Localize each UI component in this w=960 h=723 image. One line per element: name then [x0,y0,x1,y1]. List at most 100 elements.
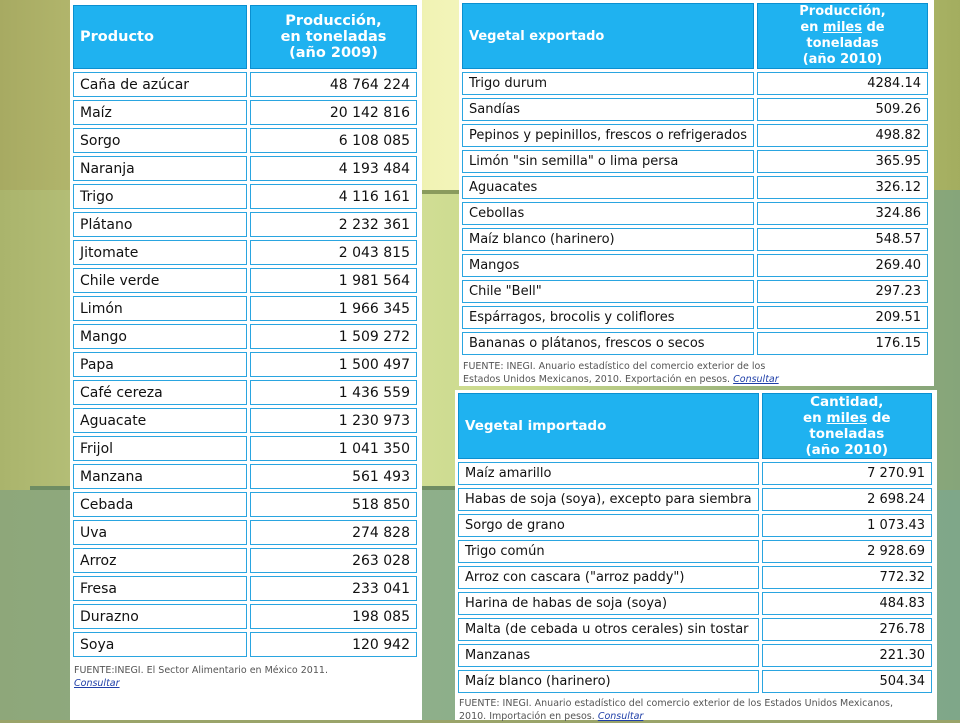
source-text: FUENTE:INEGI. El Sector Alimentario en M… [74,665,328,676]
table-row: Caña de azúcar 48 764 224 [73,72,417,97]
column-header-production: Producción, en toneladas (año 2009) [250,5,417,69]
cell-product-name: Malta (de cebada u otros cerales) sin to… [458,618,759,641]
cell-product-name: Mango [73,324,247,349]
table-row: Mangos 269.40 [462,254,928,277]
cell-value: 209.51 [756,306,928,329]
cell-product-name: Aguacates [462,176,754,199]
cell-value: 2 928.69 [761,540,932,563]
import-table: Vegetal importado Cantidad, en miles de … [455,390,935,696]
source-note: FUENTE:INEGI. El Sector Alimentario en M… [70,664,422,690]
cell-product-name: Plátano [73,212,247,237]
cell-product-name: Manzana [73,464,247,489]
cell-value: 484.83 [761,592,932,615]
consultar-link[interactable]: Consultar [733,374,779,385]
source-note: FUENTE: INEGI. Anuario estadístico del c… [459,360,934,386]
cell-value: 4 193 484 [250,156,417,181]
source-text: 2010. Importación en pesos. [459,711,595,722]
cell-product-name: Arroz [73,548,247,573]
cell-value: 20 142 816 [250,100,417,125]
table-row: Chile verde 1 981 564 [73,268,417,293]
table-header-row: Vegetal importado Cantidad, en miles de … [458,393,932,459]
header-line: (año 2010) [805,442,889,458]
table-row: Malta (de cebada u otros cerales) sin to… [458,618,932,641]
cell-value: 509.26 [756,98,928,121]
cell-product-name: Trigo común [458,540,759,563]
table-row: Fresa 233 041 [73,576,417,601]
table-row: Cebollas 324.86 [462,202,928,225]
cell-value: 297.23 [756,280,928,303]
cell-value: 2 232 361 [250,212,417,237]
cell-value: 263 028 [250,548,417,573]
cell-value: 1 981 564 [250,268,417,293]
cell-product-name: Sandías [462,98,754,121]
cell-value: 274 828 [250,520,417,545]
production-table-panel: Producto Producción, en toneladas (año 2… [70,0,422,720]
cell-value: 4 116 161 [250,184,417,209]
table-row: Aguacates 326.12 [462,176,928,199]
header-line: en [800,20,823,35]
cell-product-name: Mangos [462,254,754,277]
table-row: Maíz 20 142 816 [73,100,417,125]
cell-product-name: Cebollas [462,202,754,225]
cell-value: 120 942 [250,632,417,657]
cell-value: 198 085 [250,604,417,629]
cell-value: 1 041 350 [250,436,417,461]
column-header-product: Vegetal exportado [462,3,754,69]
source-text: FUENTE: INEGI. Anuario estadístico del c… [463,361,766,372]
cell-value: 1 436 559 [250,380,417,405]
cell-value: 365.95 [756,150,928,173]
source-text: Estados Unidos Mexicanos, 2010. Exportac… [463,374,731,385]
table-row: Sorgo de grano 1 073.43 [458,514,932,537]
cell-value: 1 500 497 [250,352,417,377]
cell-value: 6 108 085 [250,128,417,153]
cell-product-name: Aguacate [73,408,247,433]
cell-value: 269.40 [756,254,928,277]
cell-value: 233 041 [250,576,417,601]
cell-value: 504.34 [761,670,932,693]
cell-value: 48 764 224 [250,72,417,97]
table-row: Naranja 4 193 484 [73,156,417,181]
cell-product-name: Caña de azúcar [73,72,247,97]
cell-product-name: Limón "sin semilla" o lima persa [462,150,754,173]
cell-value: 2 043 815 [250,240,417,265]
cell-value: 1 073.43 [761,514,932,537]
cell-value: 1 230 973 [250,408,417,433]
header-underlined-word: miles [826,410,868,426]
table-row: Pepinos y pepinillos, frescos o refriger… [462,124,928,147]
cell-product-name: Espárragos, brocolis y coliflores [462,306,754,329]
cell-product-name: Durazno [73,604,247,629]
source-note: FUENTE: INEGI. Anuario estadístico del c… [455,697,937,723]
cell-product-name: Maíz blanco (harinero) [458,670,759,693]
background-divider [420,190,460,194]
table-row: Frijol 1 041 350 [73,436,417,461]
cell-product-name: Maíz [73,100,247,125]
table-row: Papa 1 500 497 [73,352,417,377]
cell-value: 7 270.91 [761,462,932,485]
header-line: Producción, [285,13,382,29]
table-header-row: Producto Producción, en toneladas (año 2… [73,5,417,69]
header-line: Cantidad, [810,394,884,410]
table-row: Arroz 263 028 [73,548,417,573]
table-row: Jitomate 2 043 815 [73,240,417,265]
consultar-link[interactable]: Consultar [597,711,644,722]
table-row: Durazno 198 085 [73,604,417,629]
table-row: Bananas o plátanos, frescos o secos 176.1… [462,332,928,355]
import-table-panel: Vegetal importado Cantidad, en miles de … [455,390,937,723]
cell-product-name: Jitomate [73,240,247,265]
cell-product-name: Papa [73,352,247,377]
table-row: Maíz amarillo 7 270.91 [458,462,932,485]
table-row: Café cereza 1 436 559 [73,380,417,405]
cell-value: 518 850 [250,492,417,517]
table-row: Plátano 2 232 361 [73,212,417,237]
export-table-panel: Vegetal exportado Producción, en miles d… [459,0,934,386]
cell-product-name: Pepinos y pepinillos, frescos o refriger… [462,124,754,147]
header-line: de toneladas [809,410,891,442]
consultar-link[interactable]: Consultar [74,678,120,689]
cell-product-name: Harina de habas de soja (soya) [458,592,759,615]
cell-value: 2 698.24 [761,488,932,511]
table-row: Trigo 4 116 161 [73,184,417,209]
cell-product-name: Chile "Bell" [462,280,754,303]
table-row: Maíz blanco (harinero) 504.34 [458,670,932,693]
cell-product-name: Manzanas [458,644,759,667]
table-header-row: Vegetal exportado Producción, en miles d… [462,3,928,69]
